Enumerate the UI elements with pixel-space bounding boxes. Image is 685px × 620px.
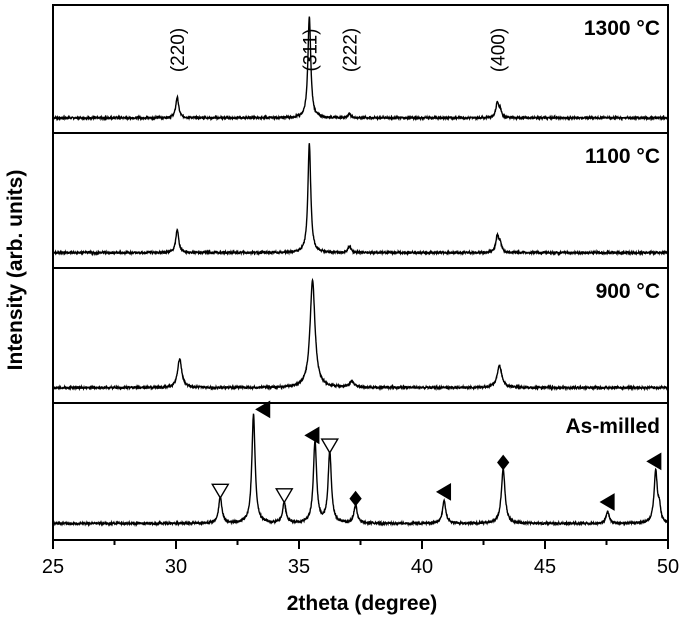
panel-2: 1100 °C [52, 132, 669, 269]
filled-triangle-left-marker [255, 400, 271, 419]
open-triangle-down-marker [275, 488, 294, 504]
filled-triangle-left-marker [435, 482, 452, 501]
hkl-label: (222) [340, 28, 361, 72]
x-tick-label: 25 [42, 556, 64, 578]
panel-label: 1300 °C [584, 17, 660, 40]
xrd-series-line [53, 277, 668, 392]
panel-frame [52, 267, 669, 404]
x-tick-label: 30 [165, 556, 187, 578]
filled-triangle-left-marker [646, 452, 662, 471]
hkl-label: (400) [488, 28, 509, 72]
panel-4: As-milled [52, 400, 669, 541]
hkl-label: (311) [300, 29, 321, 72]
filled-diamond-marker [349, 490, 362, 507]
open-triangle-down-marker [320, 438, 339, 455]
filled-diamond-marker [497, 454, 510, 471]
panel-3: 900 °C [52, 267, 669, 404]
open-triangle-down-marker [211, 483, 230, 500]
panel-label: 1100 °C [585, 145, 660, 168]
x-axis-label: 2theta (degree) [287, 592, 438, 615]
panel-label: 900 °C [596, 280, 660, 303]
filled-triangle-left-marker [599, 493, 615, 511]
x-tick-label: 50 [657, 556, 679, 578]
x-tick-label: 35 [288, 556, 310, 578]
panel-label: As-milled [565, 415, 660, 438]
xrd-series-line [53, 16, 668, 122]
panel-frame [52, 132, 669, 269]
y-axis-label: Intensity (arb. units) [4, 170, 27, 371]
x-tick-label: 40 [411, 556, 433, 578]
xrd-series-line [53, 413, 668, 528]
panel-1: 1300 °C (220) (311) (222) (400) [52, 4, 669, 134]
hkl-label: (220) [168, 28, 189, 72]
x-tick-label: 45 [534, 556, 556, 578]
xrd-series-line [53, 143, 668, 257]
filled-triangle-left-marker [304, 426, 320, 445]
